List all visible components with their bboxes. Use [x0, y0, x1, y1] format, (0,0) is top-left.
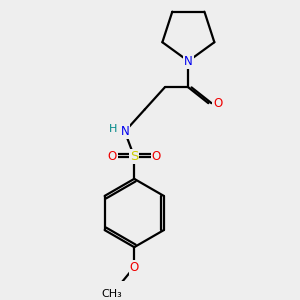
- Text: CH₃: CH₃: [101, 290, 122, 299]
- Text: N: N: [184, 55, 193, 68]
- Text: H: H: [109, 124, 117, 134]
- Text: S: S: [130, 150, 138, 163]
- Text: O: O: [152, 150, 161, 163]
- Text: N: N: [184, 55, 193, 68]
- Text: N: N: [120, 125, 129, 138]
- Text: O: O: [213, 97, 222, 110]
- Text: O: O: [107, 150, 117, 163]
- Text: O: O: [130, 261, 139, 274]
